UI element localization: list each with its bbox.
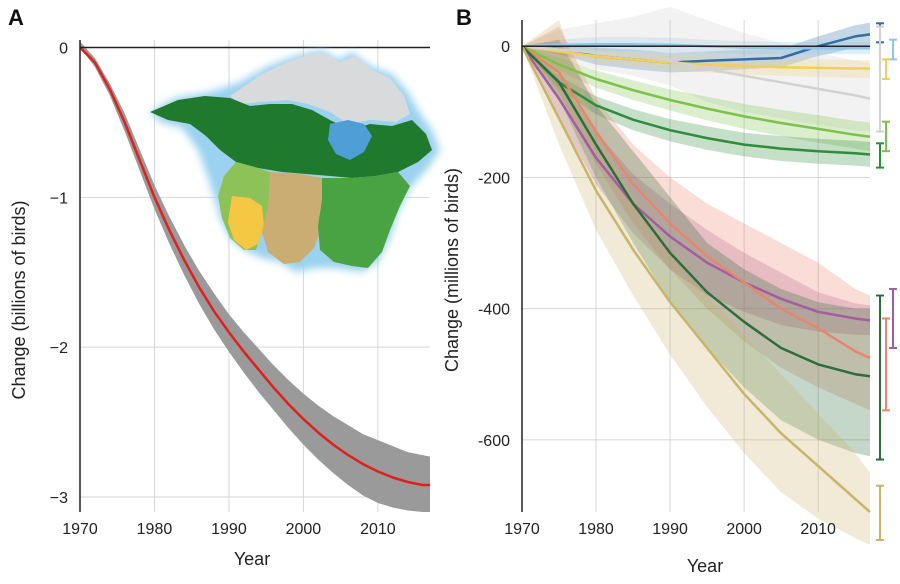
panel-b-x-axis-title: Year xyxy=(687,556,723,576)
panel-b-x-tick-label: 1980 xyxy=(578,521,614,538)
panel-b-x-tick-label: 2000 xyxy=(726,521,762,538)
panel-a-y-tick-label: 0 xyxy=(59,40,68,57)
panel-b-band-3 xyxy=(522,6,870,132)
panel-a-y-tick-label: −2 xyxy=(50,340,68,357)
panel-b-range-marker-4 xyxy=(882,120,890,153)
map-eastern-forest xyxy=(318,172,410,268)
map-arctic-ice xyxy=(230,52,410,124)
panel-a: A 1970 1980 1990 2000 2010 0 −1 −2 −3 Year Chang… xyxy=(8,5,440,569)
panel-a-axes xyxy=(79,40,430,512)
map-grassland xyxy=(262,172,324,264)
panel-a-x-tick-label: 1980 xyxy=(137,521,173,538)
panel-a-line-0 xyxy=(79,46,430,487)
panel-b-range-marker-7 xyxy=(882,317,890,412)
panel-b-x-tick-label: 2010 xyxy=(800,521,836,538)
panel-a-series-line xyxy=(79,46,430,487)
panel-b-axes xyxy=(521,20,870,512)
panel-b-range-marker-1 xyxy=(889,38,897,61)
panel-a-y-axis-title: Change (billions of birds) xyxy=(9,200,29,399)
panel-b-x-tick-label: 1970 xyxy=(504,521,540,538)
panel-b-line-9 xyxy=(520,45,871,513)
panel-a-band-0 xyxy=(80,41,430,512)
panel-b-line-4 xyxy=(521,45,871,139)
panel-a-x-axis-title: Year xyxy=(234,549,270,569)
panel-b-band-4 xyxy=(522,46,870,152)
panel-b-line-3 xyxy=(521,44,871,100)
panel-b-range-marker-3 xyxy=(876,25,884,133)
panel-b-band-6 xyxy=(522,46,870,335)
panel-b-x-tick-label: 1990 xyxy=(652,521,688,538)
panel-b: B 1970 1980 1990 2000 2010 0 -200 -400 -600 Year… xyxy=(442,5,897,576)
panel-b-band-5 xyxy=(522,46,870,167)
north-america-map xyxy=(150,50,440,272)
panel-b-line-8 xyxy=(521,45,871,378)
panel-b-line-2 xyxy=(521,44,870,70)
panel-b-band-0 xyxy=(522,22,870,73)
panel-b-confidence-bands xyxy=(522,6,870,545)
map-aridland xyxy=(228,196,264,250)
panel-b-range-markers xyxy=(876,22,897,541)
panel-b-series-lines xyxy=(520,33,871,513)
panel-a-x-tick-label: 1970 xyxy=(62,521,98,538)
panel-b-y-tick-label: 0 xyxy=(501,39,510,56)
panel-a-y-tick-label: −3 xyxy=(50,490,68,507)
panel-a-tick-labels: 1970 1980 1990 2000 2010 0 −1 −2 −3 xyxy=(50,40,396,538)
map-boreal-forest xyxy=(150,96,432,178)
panel-b-line-6 xyxy=(520,45,871,322)
map-hudson-bay xyxy=(328,120,372,160)
panel-b-line-7 xyxy=(521,45,871,359)
panel-b-y-axis-title: Change (millions of birds) xyxy=(442,168,462,372)
panel-a-y-tick-label: −1 xyxy=(50,190,68,207)
panel-b-band-9 xyxy=(522,20,870,545)
panel-b-range-marker-5 xyxy=(876,142,884,169)
panel-a-x-tick-label: 2000 xyxy=(286,521,322,538)
panel-a-x-tick-label: 1990 xyxy=(211,521,247,538)
panel-b-y-tick-label: -200 xyxy=(478,170,510,187)
panel-b-label: B xyxy=(456,5,472,30)
panel-b-band-7 xyxy=(522,26,870,411)
panel-b-range-marker-8 xyxy=(876,294,884,461)
panel-a-x-tick-label: 2010 xyxy=(360,521,396,538)
panel-b-tick-labels: 1970 1980 1990 2000 2010 0 -200 -400 -600 xyxy=(478,39,836,538)
panel-b-y-tick-label: -600 xyxy=(478,433,510,450)
panel-b-line-5 xyxy=(521,45,871,156)
panel-b-range-marker-9 xyxy=(876,484,884,541)
panel-a-confidence-band xyxy=(80,41,430,512)
panel-b-range-marker-6 xyxy=(889,287,897,349)
panel-b-y-tick-label: -400 xyxy=(478,302,510,319)
panel-b-range-marker-2 xyxy=(882,58,890,81)
panel-a-label: A xyxy=(8,5,24,30)
